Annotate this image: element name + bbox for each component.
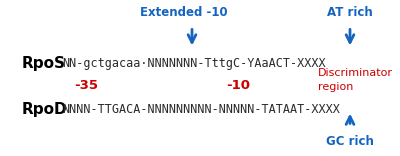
Text: -35: -35 (74, 78, 98, 92)
Text: GC rich: GC rich (326, 135, 374, 148)
Text: NNNN-TTGACA-NNNNNNNNN-NNNNN-TATAAT-XXXX: NNNN-TTGACA-NNNNNNNNN-NNNNN-TATAAT-XXXX (62, 103, 340, 117)
Text: region: region (318, 82, 353, 92)
Text: Discriminator: Discriminator (318, 68, 393, 78)
Text: RpoD: RpoD (22, 102, 68, 117)
Text: NN-gctgacaa·NNNNNNN-TttgC-YAaACT-XXXX: NN-gctgacaa·NNNNNNN-TttgC-YAaACT-XXXX (62, 57, 326, 70)
Text: -10: -10 (226, 78, 250, 92)
Text: AT rich: AT rich (327, 6, 373, 19)
Text: RpoS: RpoS (22, 56, 66, 71)
Text: Extended -10: Extended -10 (140, 6, 228, 19)
